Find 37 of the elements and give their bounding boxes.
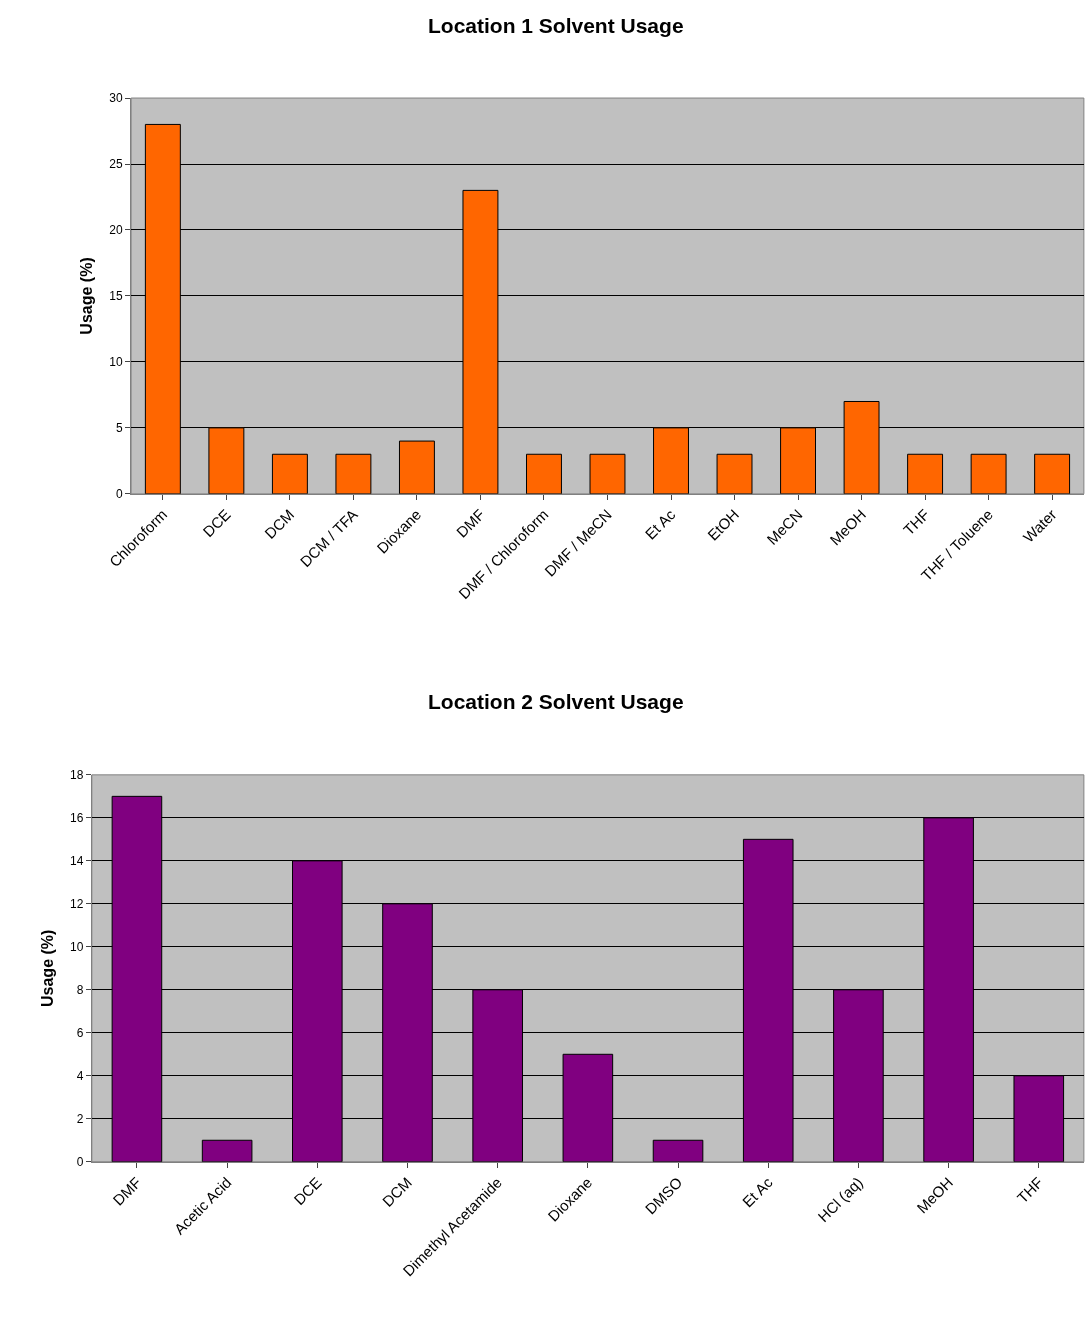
y-tick-label: 15 (109, 289, 124, 304)
x-tick-label: Et Ac (738, 1173, 776, 1211)
y-tick-label: 6 (76, 1025, 84, 1040)
bar (526, 453, 562, 494)
chart-title: Location 2 Solvent Usage (428, 690, 684, 713)
bar (201, 1139, 253, 1162)
y-tick-label: 0 (76, 1154, 84, 1169)
bar (271, 453, 308, 494)
y-tick-label: 25 (109, 157, 124, 172)
y-tick-label: 30 (109, 91, 124, 106)
x-tick-label: Et Ac (641, 505, 679, 543)
bar (716, 453, 753, 494)
x-tick-label: THF (1013, 1173, 1047, 1207)
x-tick-label: HCl (aq) (814, 1173, 866, 1226)
y-tick-label: 18 (70, 768, 84, 783)
y-axis-title: Usage (%) (38, 929, 56, 1007)
y-tick-label: 0 (116, 487, 124, 502)
y-tick-label: 4 (76, 1068, 84, 1083)
bar (335, 453, 372, 494)
chart-title: Location 1 Solvent Usage (428, 14, 684, 37)
y-tick-label: 20 (109, 223, 124, 238)
bar (907, 453, 944, 494)
bar (398, 440, 435, 494)
bar (652, 1139, 704, 1162)
y-tick-label: 14 (70, 854, 84, 869)
bar (1034, 453, 1071, 494)
y-tick-label: 8 (76, 983, 84, 997)
y-tick-label: 16 (70, 811, 84, 826)
y-tick-label: 10 (109, 355, 124, 370)
x-tick-label: THF (899, 505, 933, 539)
bar (589, 453, 626, 494)
y-tick-label: 10 (70, 940, 84, 955)
y-tick-label: 2 (76, 1111, 84, 1126)
bar (970, 453, 1007, 494)
y-tick-label: 12 (70, 897, 84, 912)
y-tick-label: 5 (116, 421, 124, 436)
y-axis-title: Usage (%) (78, 257, 96, 335)
